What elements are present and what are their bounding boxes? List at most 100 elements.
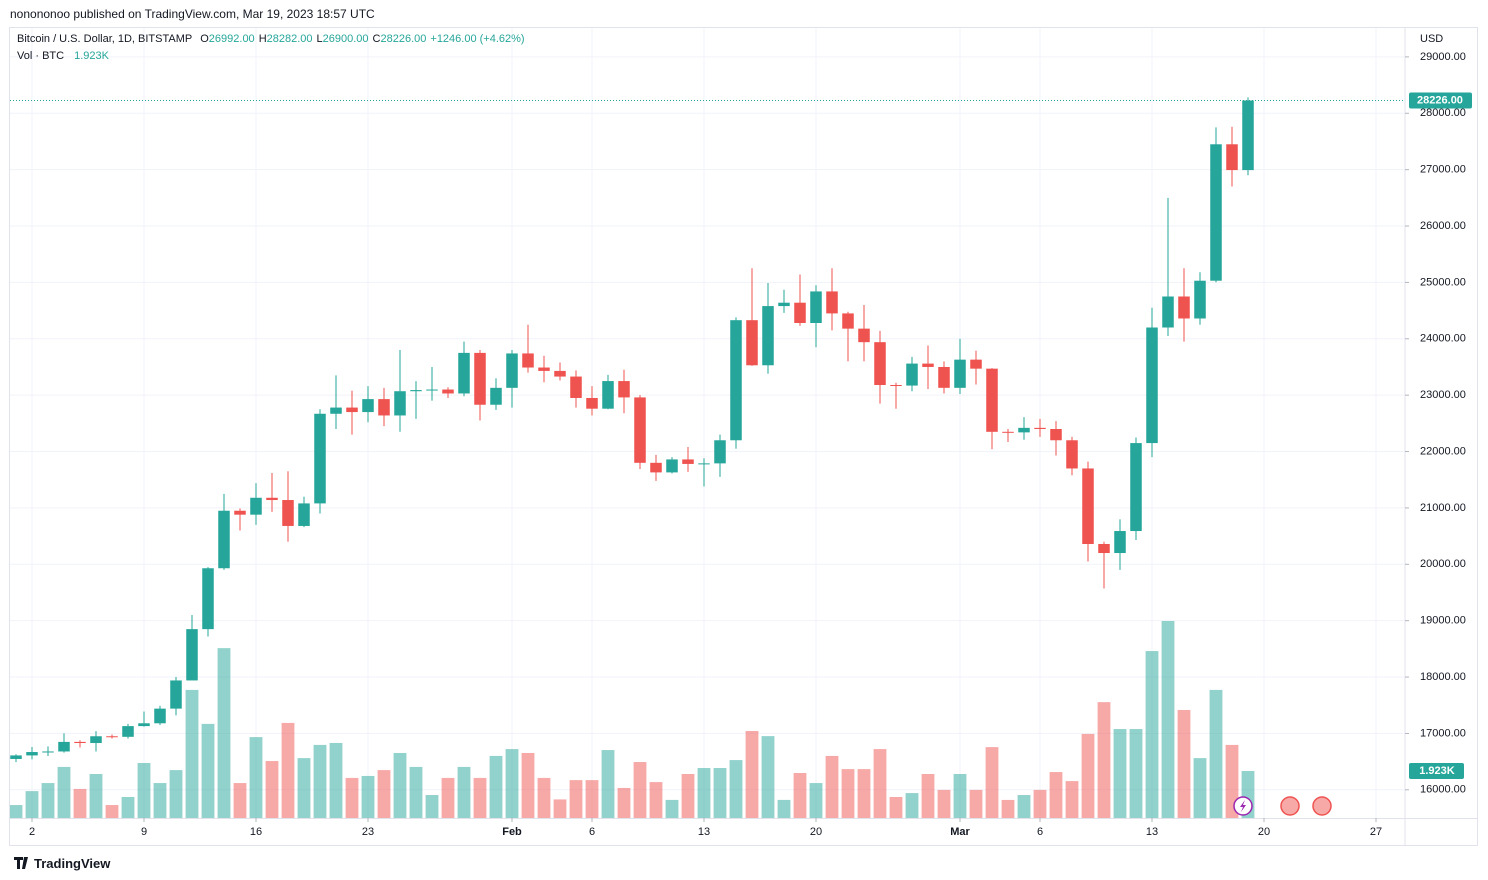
volume-bar bbox=[649, 782, 663, 818]
candle-body bbox=[218, 510, 230, 569]
volume-bar bbox=[857, 769, 871, 818]
candle-body bbox=[698, 463, 710, 465]
ohlc-value: 26992.00 bbox=[208, 33, 255, 45]
ohlc-value: 28282.00 bbox=[266, 33, 313, 45]
volume-bar bbox=[905, 793, 919, 818]
candle-body bbox=[10, 755, 22, 759]
candle-body bbox=[170, 680, 182, 709]
y-tick-label: 22000.00 bbox=[1420, 445, 1466, 457]
volume-layer bbox=[10, 621, 1255, 818]
volume-bar bbox=[105, 805, 119, 818]
volume-bar bbox=[985, 747, 999, 818]
volume-bar bbox=[953, 774, 967, 818]
volume-bar bbox=[297, 758, 311, 818]
volume-bar bbox=[937, 789, 951, 818]
volume-bar bbox=[1145, 651, 1159, 818]
y-tick-label: 17000.00 bbox=[1420, 727, 1466, 739]
chart-frame bbox=[9, 27, 1478, 846]
candle-body bbox=[378, 399, 390, 416]
volume-bar bbox=[89, 774, 103, 818]
volume-bar bbox=[153, 783, 167, 818]
candle-body bbox=[154, 708, 166, 724]
x-tick-label: 23 bbox=[362, 826, 374, 838]
candle-body bbox=[682, 459, 694, 464]
symbol-legend: Bitcoin / U.S. Dollar, 1D, BITSTAMP O269… bbox=[17, 33, 525, 45]
volume-bar bbox=[553, 799, 567, 818]
candle-body bbox=[138, 723, 150, 727]
volume-bar bbox=[681, 774, 695, 818]
y-axis-label: USD bbox=[1420, 33, 1443, 45]
volume-bar bbox=[1193, 758, 1207, 818]
candle-body bbox=[970, 359, 982, 369]
candle-body bbox=[442, 389, 454, 394]
x-tick-label: 13 bbox=[1146, 826, 1158, 838]
volume-bar bbox=[969, 789, 983, 818]
volume-bar bbox=[441, 777, 455, 818]
event-icons[interactable] bbox=[1233, 796, 1332, 816]
volume-bar bbox=[425, 795, 439, 818]
volume-bar bbox=[217, 648, 231, 818]
candle-body bbox=[250, 497, 262, 515]
publish-text: nonononoo published on TradingView.com, … bbox=[10, 7, 375, 21]
candle-body bbox=[1114, 531, 1126, 554]
x-tick-label: Mar bbox=[950, 826, 970, 838]
candle-body bbox=[922, 363, 934, 367]
y-tick-label: 24000.00 bbox=[1420, 333, 1466, 345]
candle-body bbox=[634, 397, 646, 463]
ohlc-value: 26900.00 bbox=[322, 33, 369, 45]
volume-bar bbox=[793, 773, 807, 818]
candle-layer bbox=[10, 97, 1405, 763]
candle-body bbox=[362, 399, 374, 413]
volume-bar bbox=[1081, 733, 1095, 818]
candle-body bbox=[330, 407, 342, 414]
candle-body bbox=[570, 376, 582, 398]
candle-body bbox=[954, 359, 966, 388]
y-tick-label: 28000.00 bbox=[1420, 107, 1466, 119]
last-price-label: 28226.00 bbox=[1417, 94, 1463, 106]
candle-body bbox=[266, 497, 278, 501]
change: +1246.00 (+4.62%) bbox=[430, 33, 525, 45]
flag-icon[interactable] bbox=[1280, 796, 1300, 816]
volume-bar bbox=[25, 791, 39, 818]
volume-bar bbox=[281, 722, 295, 818]
candle-body bbox=[26, 752, 38, 756]
x-tick-label: 13 bbox=[698, 826, 710, 838]
candle-body bbox=[1066, 440, 1078, 469]
logo-text: TradingView bbox=[34, 856, 111, 871]
volume-bar bbox=[777, 799, 791, 818]
flag-icon[interactable] bbox=[1312, 796, 1332, 816]
volume-title: Vol · BTC bbox=[17, 50, 65, 62]
candle-body bbox=[234, 510, 246, 515]
volume-bar bbox=[1001, 799, 1015, 818]
volume-bar bbox=[345, 777, 359, 818]
y-tick-label: 20000.00 bbox=[1420, 558, 1466, 570]
volume-bar bbox=[585, 780, 599, 818]
candle-body bbox=[1178, 296, 1190, 319]
volume-bar bbox=[1017, 795, 1031, 818]
candle-body bbox=[58, 741, 70, 752]
y-tick-label: 18000.00 bbox=[1420, 671, 1466, 683]
volume-bar bbox=[1225, 744, 1239, 818]
candle-body bbox=[1018, 427, 1030, 433]
volume-bar bbox=[1049, 772, 1063, 818]
x-tick-label: 20 bbox=[810, 826, 822, 838]
volume-bar bbox=[121, 796, 135, 818]
candle-body bbox=[1050, 428, 1062, 441]
volume-bar bbox=[921, 774, 935, 818]
axes: 16000.00 17000.00 18000.00 19000.00 20000.00… bbox=[29, 51, 1472, 838]
volume-bar bbox=[505, 749, 519, 818]
candle-body bbox=[490, 387, 502, 405]
y-tick-label: 16000.00 bbox=[1420, 784, 1466, 796]
candle-body bbox=[410, 390, 422, 392]
volume-bar bbox=[569, 780, 583, 818]
candle-body bbox=[394, 391, 406, 416]
x-tick-label: 20 bbox=[1258, 826, 1270, 838]
y-tick-label: 21000.00 bbox=[1420, 502, 1466, 514]
candle-body bbox=[106, 736, 118, 738]
candle-body bbox=[666, 459, 678, 473]
volume-bar bbox=[457, 766, 471, 818]
candle-body bbox=[1082, 468, 1094, 545]
candle-body bbox=[1002, 431, 1014, 433]
ohlc-key: L bbox=[316, 33, 323, 45]
